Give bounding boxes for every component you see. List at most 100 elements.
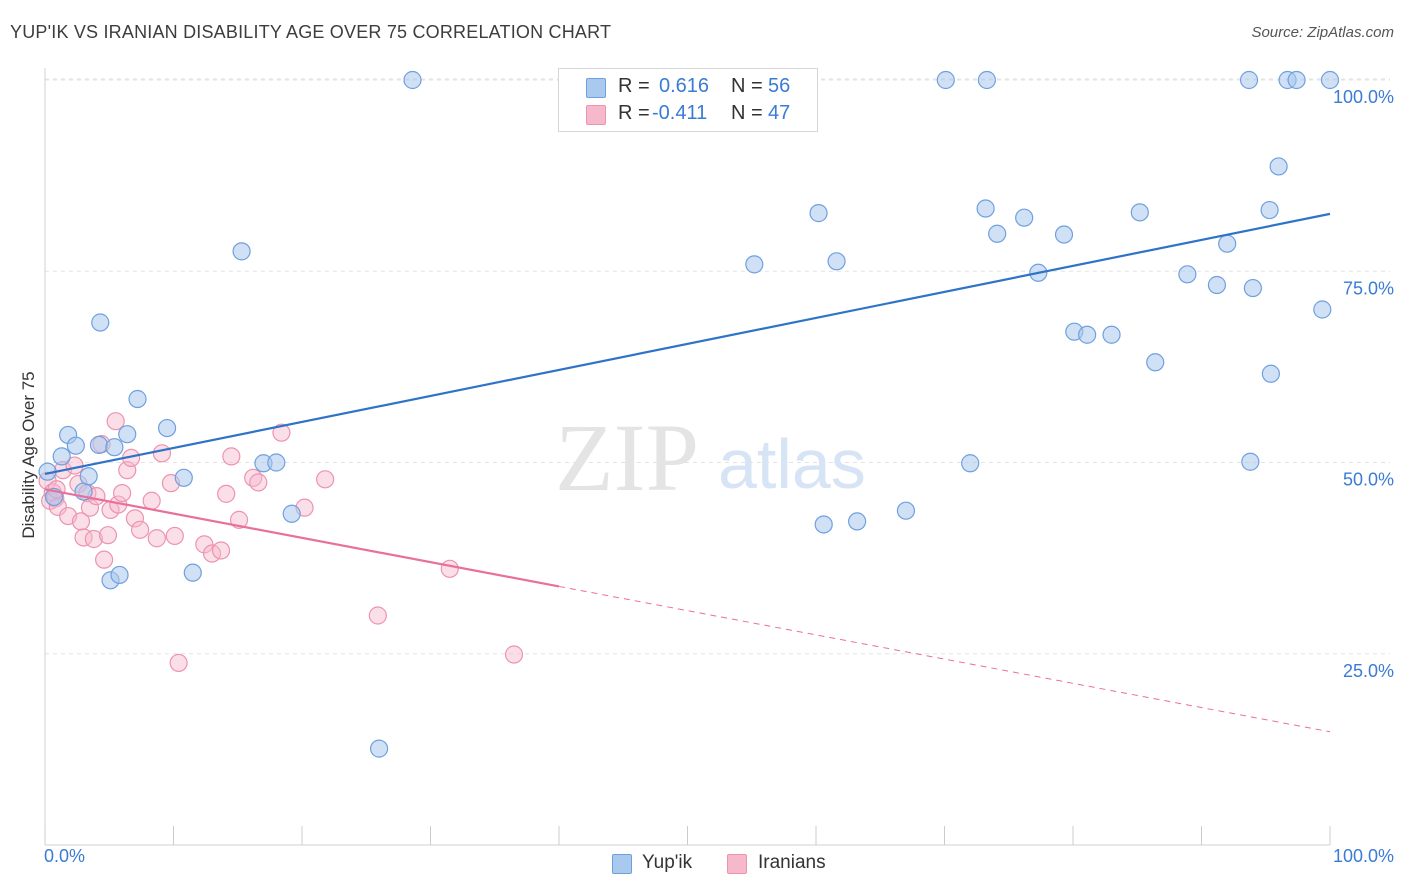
yupik-point <box>1313 300 1332 319</box>
yupik-point <box>848 512 867 531</box>
iranians-point <box>125 509 145 528</box>
yupik-point <box>977 70 997 90</box>
watermark-atlas: atlas <box>718 425 866 503</box>
yupik-point <box>827 252 846 271</box>
yupik-point <box>183 563 202 582</box>
yupik-legend-swatch <box>612 854 632 874</box>
chart-source: Source: ZipAtlas.com <box>1251 24 1394 41</box>
iranians-point <box>130 520 150 539</box>
yupik-point <box>52 447 71 466</box>
yupik-point <box>1130 203 1149 222</box>
iranians-points <box>38 412 524 673</box>
iranians-point <box>165 526 184 546</box>
iranians-point <box>84 529 103 549</box>
yupik-point <box>1260 200 1279 220</box>
yupik-point <box>1078 325 1097 344</box>
iranians-point <box>80 498 100 517</box>
yupik-point <box>128 389 147 409</box>
trend-lines <box>44 212 1331 733</box>
iranians-point <box>98 526 118 545</box>
legend-r-value: -0.411 <box>652 102 708 124</box>
yupik-point <box>1261 364 1280 383</box>
correlation-legend: R = 0.616 N = 56 R = -0.411 N = 47 <box>558 68 818 132</box>
grid-lines <box>45 78 1390 655</box>
y-tick-label: 75.0% <box>1343 278 1394 298</box>
iranians-point <box>147 529 166 548</box>
iranians-point <box>272 423 291 442</box>
yupik-point <box>1320 70 1340 90</box>
y-axis-tick-labels: 25.0% 50.0% 75.0% 100.0% <box>1333 87 1394 681</box>
yupik-point <box>1207 275 1227 295</box>
yupik-point <box>157 418 177 438</box>
yupik-point <box>809 204 828 223</box>
chart-title: YUP'IK VS IRANIAN DISABILITY AGE OVER 75… <box>10 22 612 42</box>
y-tick-label: 100.0% <box>1333 87 1394 107</box>
iranians-point <box>169 653 188 673</box>
yupik-point <box>66 436 85 455</box>
legend-row-yupik: R = 0.616 N = 56 <box>559 75 817 101</box>
iranians-point <box>211 541 231 560</box>
yupik-trend-line <box>44 212 1331 476</box>
iranians-point <box>152 444 172 463</box>
yupik-point <box>1054 225 1074 244</box>
yupik-point <box>89 435 109 455</box>
yupik-points <box>38 70 1340 758</box>
yupik-point <box>1015 208 1034 227</box>
iranians-point <box>222 447 241 466</box>
iranians-trend-line <box>44 488 560 588</box>
yupik-point <box>370 739 389 758</box>
yupik-point <box>118 425 137 444</box>
iranians-point <box>217 484 236 503</box>
legend-n-label: N = <box>731 75 763 97</box>
iranians-point <box>195 535 214 554</box>
yupik-point <box>267 453 286 472</box>
yupik-point <box>1241 452 1260 471</box>
iranians-point <box>368 606 387 625</box>
yupik-point <box>961 454 980 473</box>
yupik-legend-label: Yup'ik <box>642 852 693 873</box>
watermark: ZIP atlas <box>555 404 866 511</box>
legend-n-value: 56 <box>768 75 791 97</box>
x-tick-label-max: 100.0% <box>1333 846 1394 866</box>
legend-n-label: N = <box>731 102 763 124</box>
iranians-point <box>249 473 268 492</box>
yupik-point <box>1287 70 1306 90</box>
yupik-point <box>1239 70 1259 90</box>
watermark-zip: ZIP <box>555 404 699 511</box>
yupik-point <box>110 565 129 585</box>
yupik-point <box>1102 325 1121 344</box>
yupik-point <box>976 199 995 218</box>
iranians-legend-label: Iranians <box>758 852 826 873</box>
yupik-point <box>814 515 833 534</box>
yupik-point <box>91 313 110 332</box>
yupik-point <box>232 242 251 261</box>
iranians-point <box>112 484 132 503</box>
yupik-point <box>1269 157 1288 176</box>
iranians-point <box>106 412 125 431</box>
legend-r-label: R = <box>618 75 650 97</box>
yupik-point <box>1218 234 1237 253</box>
yupik-swatch <box>586 78 606 98</box>
yupik-point <box>745 255 764 274</box>
legend-r-label: R = <box>618 102 650 124</box>
iranians-point <box>504 645 524 664</box>
yupik-point <box>896 501 916 520</box>
y-axis-label: Disability Age Over 75 <box>19 371 38 538</box>
yupik-point <box>988 224 1007 243</box>
legend-r-value: 0.616 <box>659 75 710 97</box>
yupik-point <box>282 504 301 523</box>
yupik-point <box>105 438 124 457</box>
iranians-point <box>142 491 161 510</box>
y-tick-label: 25.0% <box>1343 661 1394 681</box>
yupik-point <box>403 70 422 90</box>
y-tick-label: 50.0% <box>1343 470 1394 490</box>
yupik-point <box>79 467 98 486</box>
yupik-point <box>174 468 193 487</box>
yupik-point <box>1243 278 1263 298</box>
iranians-point <box>95 550 114 569</box>
iranians-swatch <box>586 105 606 125</box>
iranians-point <box>316 470 335 489</box>
yupik-point <box>936 70 955 90</box>
x-tick-label-min: 0.0% <box>44 846 85 866</box>
